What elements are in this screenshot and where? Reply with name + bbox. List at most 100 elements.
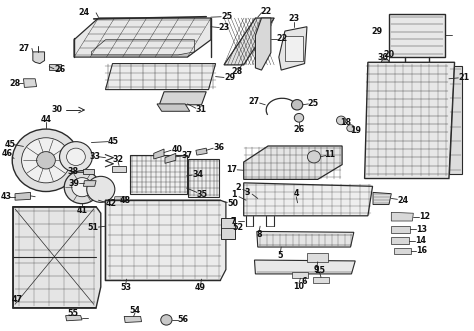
Polygon shape	[365, 62, 455, 178]
Text: 24: 24	[79, 8, 90, 17]
Polygon shape	[392, 213, 413, 221]
Text: 54: 54	[129, 306, 140, 315]
Text: 11: 11	[324, 150, 336, 159]
Circle shape	[12, 129, 80, 192]
Text: 3: 3	[245, 188, 250, 197]
Text: 14: 14	[415, 236, 426, 245]
Text: 31: 31	[195, 105, 206, 114]
Text: 16: 16	[416, 247, 427, 256]
Polygon shape	[83, 181, 96, 186]
Polygon shape	[307, 253, 328, 262]
Text: 30: 30	[378, 53, 389, 62]
Text: 28: 28	[9, 79, 21, 88]
Text: 47: 47	[11, 296, 22, 305]
Polygon shape	[244, 183, 373, 216]
Text: 35: 35	[197, 190, 208, 199]
Polygon shape	[165, 153, 176, 163]
Text: 52: 52	[233, 223, 244, 232]
Circle shape	[66, 148, 85, 166]
Polygon shape	[13, 207, 101, 308]
Text: 39: 39	[69, 179, 80, 188]
Polygon shape	[114, 197, 127, 202]
Polygon shape	[392, 226, 410, 233]
Text: 44: 44	[40, 115, 52, 124]
Text: 2: 2	[235, 183, 241, 192]
Text: 53: 53	[120, 283, 131, 292]
Circle shape	[36, 152, 55, 169]
Text: 15: 15	[314, 265, 325, 274]
Polygon shape	[393, 248, 410, 254]
Circle shape	[294, 114, 304, 122]
Text: 10: 10	[293, 282, 304, 291]
Polygon shape	[392, 238, 409, 244]
Text: 8: 8	[256, 229, 262, 239]
Text: 25: 25	[221, 12, 232, 21]
Text: 18: 18	[340, 118, 351, 127]
Text: 12: 12	[419, 212, 430, 221]
Polygon shape	[157, 104, 190, 111]
Text: 25: 25	[308, 99, 319, 108]
Text: 32: 32	[112, 155, 124, 164]
Text: 55: 55	[67, 309, 78, 318]
Text: 37: 37	[181, 152, 192, 161]
Polygon shape	[257, 231, 354, 247]
Text: 33: 33	[89, 152, 100, 161]
Polygon shape	[292, 272, 309, 278]
Bar	[285, 36, 303, 61]
Polygon shape	[224, 18, 274, 65]
Text: 40: 40	[172, 145, 182, 154]
Polygon shape	[33, 52, 45, 64]
Circle shape	[161, 315, 172, 325]
Polygon shape	[112, 166, 126, 171]
Text: 26: 26	[293, 125, 305, 134]
Text: 5: 5	[277, 251, 283, 260]
Text: 13: 13	[416, 225, 427, 234]
Polygon shape	[106, 200, 226, 280]
Circle shape	[347, 125, 354, 132]
Text: 38: 38	[67, 167, 78, 176]
Text: 43: 43	[1, 192, 12, 201]
Polygon shape	[449, 66, 462, 174]
Text: 36: 36	[214, 143, 225, 152]
Polygon shape	[49, 64, 61, 70]
Polygon shape	[255, 18, 271, 70]
Circle shape	[382, 59, 389, 66]
Circle shape	[292, 100, 303, 110]
Polygon shape	[313, 277, 329, 283]
Text: 22: 22	[276, 34, 288, 43]
Text: 1: 1	[232, 191, 237, 200]
Polygon shape	[255, 260, 355, 274]
Polygon shape	[74, 18, 211, 57]
Polygon shape	[244, 146, 342, 179]
Text: 22: 22	[261, 7, 272, 16]
Polygon shape	[106, 64, 216, 90]
Text: 49: 49	[195, 283, 206, 292]
Text: 41: 41	[76, 206, 88, 215]
Text: 27: 27	[248, 97, 260, 106]
Text: 21: 21	[458, 72, 469, 81]
Polygon shape	[159, 92, 206, 105]
Circle shape	[22, 138, 70, 183]
Text: 48: 48	[120, 196, 131, 205]
Bar	[130, 155, 187, 194]
Polygon shape	[65, 315, 82, 321]
Circle shape	[64, 171, 100, 204]
Text: 19: 19	[350, 126, 361, 135]
Text: 7: 7	[231, 216, 236, 225]
Text: 4: 4	[293, 189, 299, 198]
Text: 34: 34	[192, 170, 203, 179]
Polygon shape	[389, 14, 445, 57]
Circle shape	[87, 176, 115, 202]
Bar	[188, 160, 219, 197]
Bar	[221, 217, 235, 239]
Polygon shape	[24, 79, 36, 87]
Polygon shape	[154, 149, 164, 159]
Text: 24: 24	[398, 196, 409, 205]
Circle shape	[308, 151, 320, 163]
Text: 6: 6	[302, 277, 307, 286]
Text: 51: 51	[87, 223, 98, 232]
Text: 42: 42	[106, 199, 117, 208]
Polygon shape	[373, 192, 392, 205]
Polygon shape	[279, 27, 307, 70]
Polygon shape	[15, 192, 30, 200]
